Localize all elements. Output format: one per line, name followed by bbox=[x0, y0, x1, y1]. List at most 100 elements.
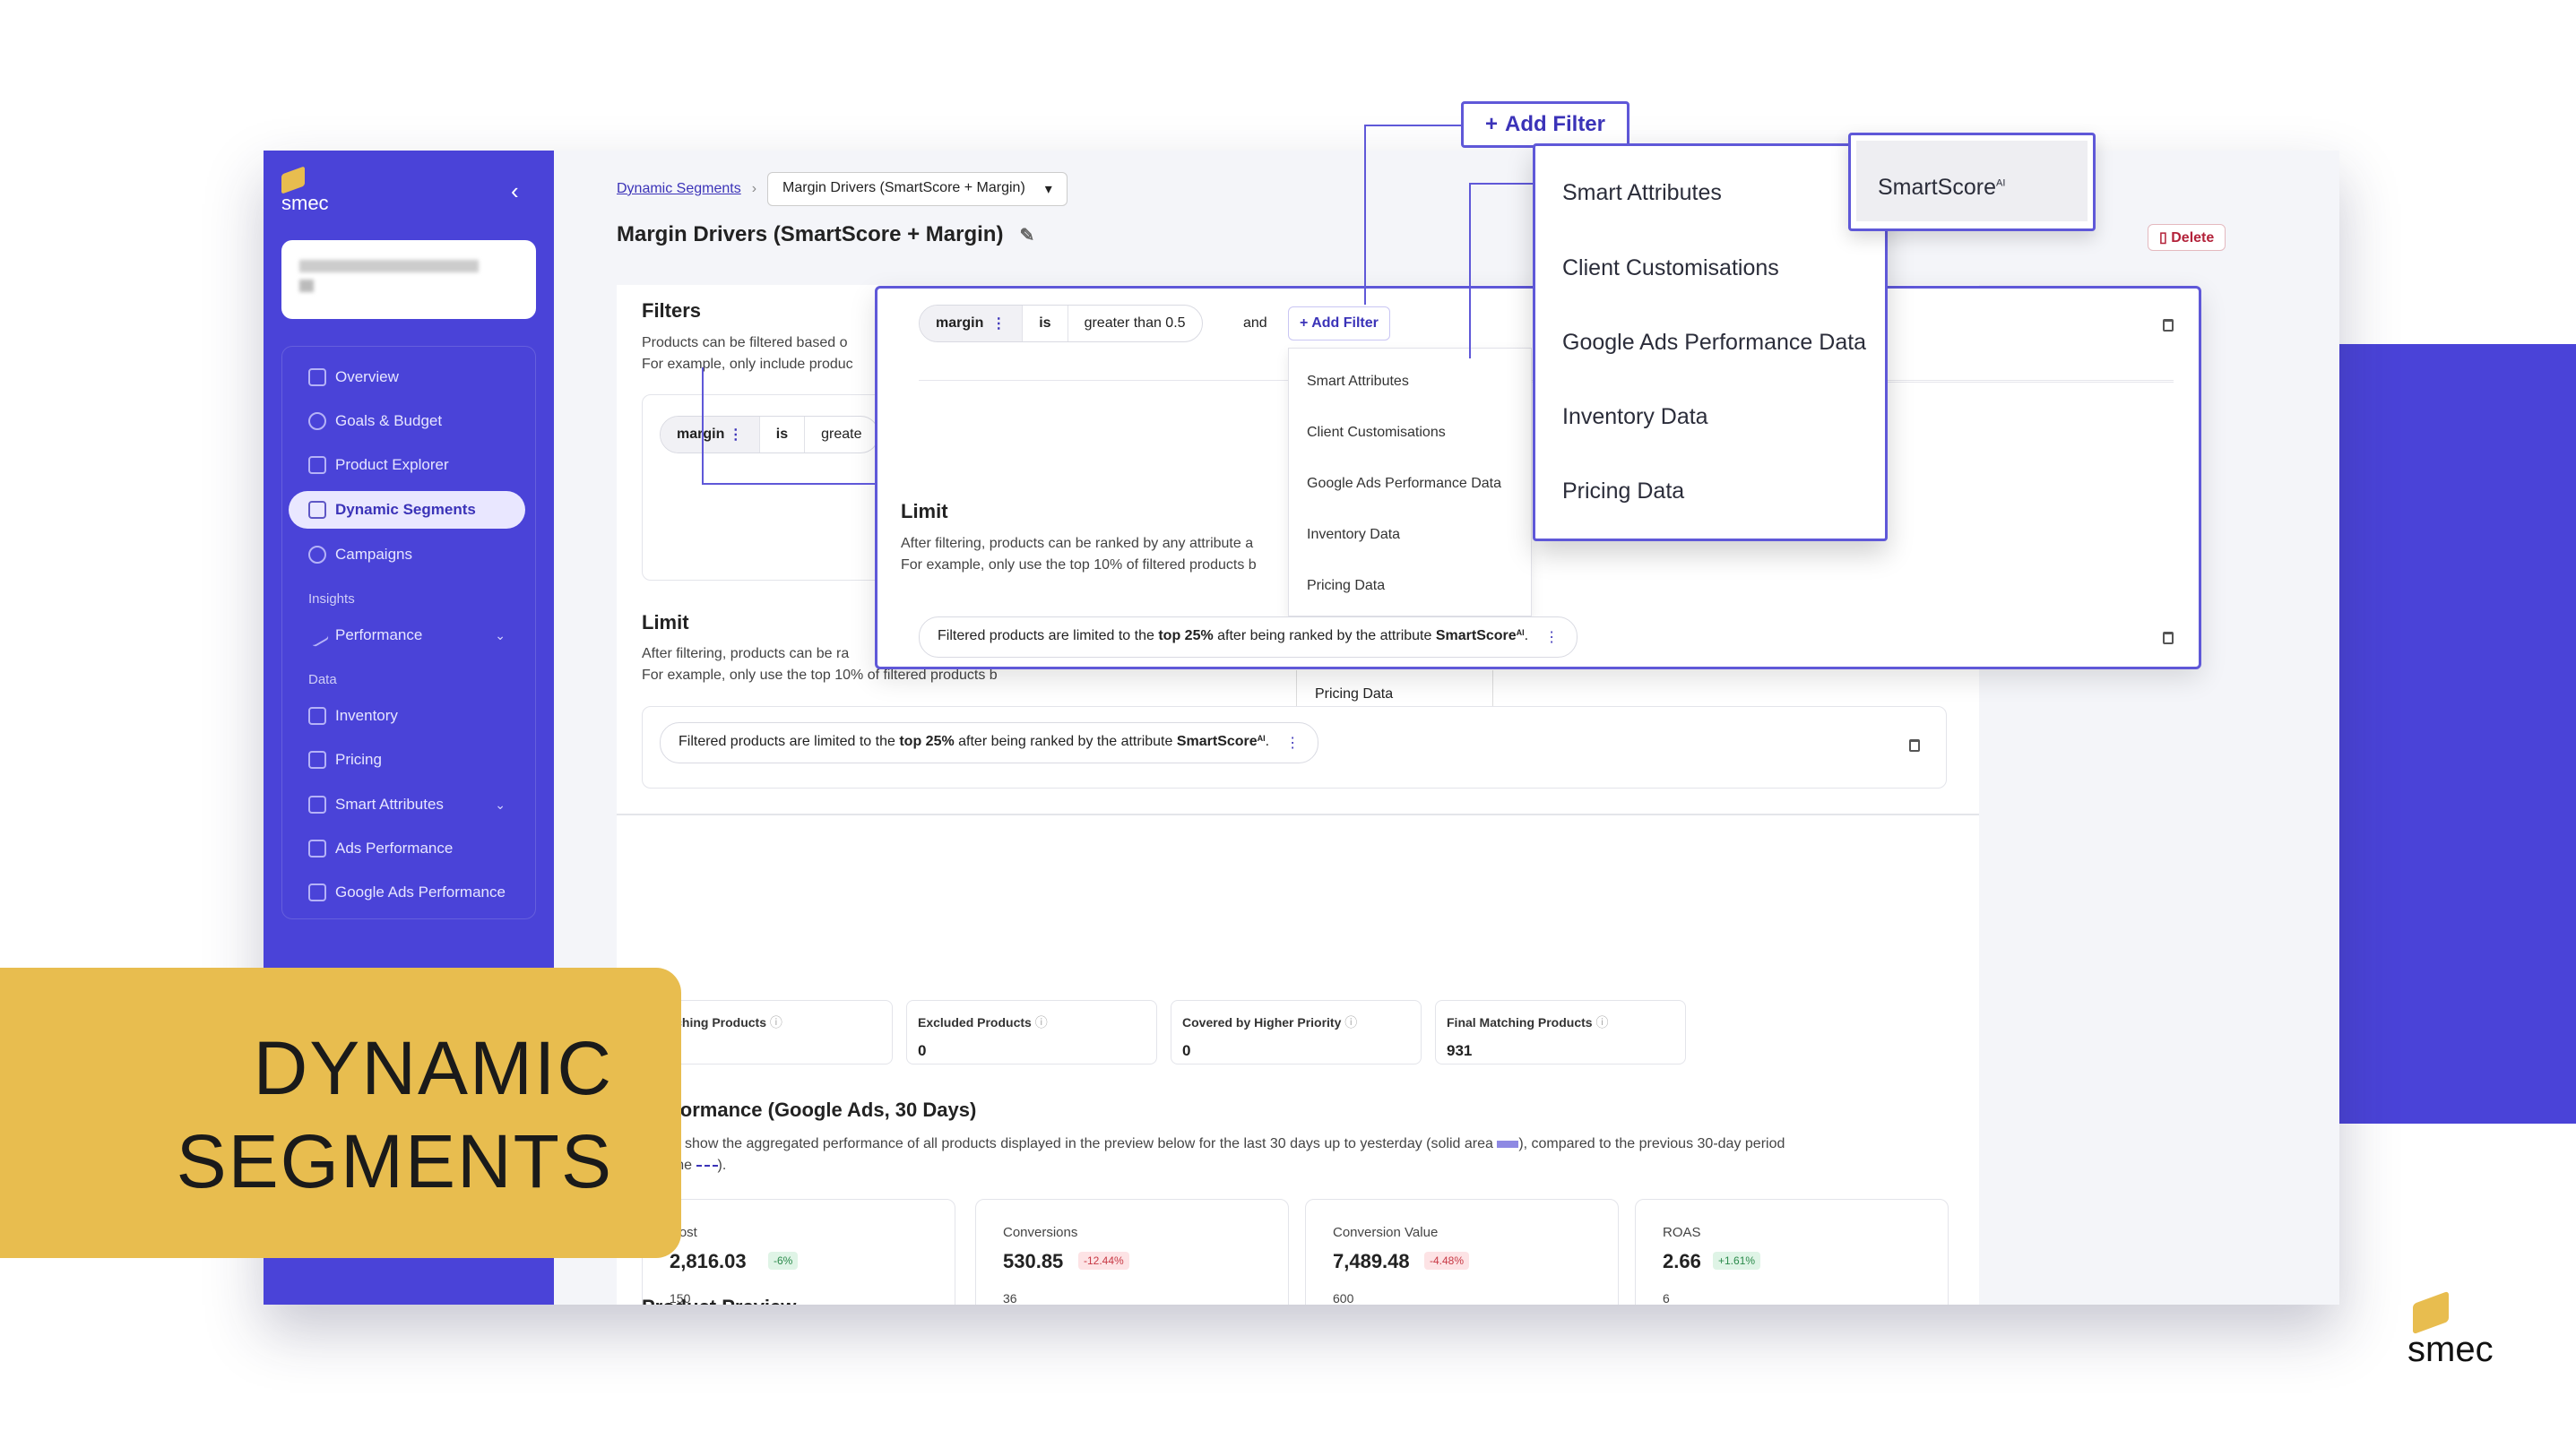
menu-item-google-ads-performance-data[interactable]: Google Ads Performance Data bbox=[1307, 476, 1502, 491]
callout-add-filter-button[interactable]: + Add Filter bbox=[1461, 101, 1629, 148]
list-icon bbox=[308, 456, 326, 474]
menu-item-client-customisations[interactable]: Client Customisations bbox=[1562, 255, 1779, 280]
stat-label: Covered by Higher Priority bbox=[1182, 1015, 1342, 1030]
filter-value[interactable]: greater than 0.5 bbox=[1084, 315, 1186, 331]
limit-description-1: After filtering, products can be ra bbox=[642, 646, 850, 661]
data-icon bbox=[308, 883, 326, 901]
sidebar-item-smart-attributes[interactable]: Smart Attributes ⌄ bbox=[289, 786, 525, 823]
chart-value: 2.66 bbox=[1663, 1250, 1701, 1272]
menu-item-google-ads-performance-data[interactable]: Google Ads Performance Data bbox=[1562, 330, 1867, 355]
plus-icon: + bbox=[1484, 112, 1498, 136]
chart-change-badge: -4.48% bbox=[1424, 1252, 1470, 1270]
divider bbox=[617, 814, 1979, 815]
stat-value: 0 bbox=[918, 1042, 927, 1059]
trash-icon[interactable] bbox=[1909, 739, 1920, 752]
connector-line bbox=[702, 367, 875, 485]
kebab-icon[interactable]: ⋮ bbox=[1544, 630, 1560, 645]
stat-excluded-products: Excluded Products ⓘ 0 bbox=[906, 1000, 1157, 1064]
corner-logo: smec bbox=[2407, 1290, 2494, 1370]
filter-attribute-label: margin bbox=[936, 315, 984, 331]
callout-smartscore-item[interactable]: SmartScoreAI bbox=[1848, 133, 2096, 231]
filter-chip[interactable]: margin ⋮ is greater than 0.5 bbox=[919, 305, 1203, 342]
filter-operator[interactable]: is bbox=[760, 417, 806, 452]
filter-attribute-label: margin bbox=[677, 427, 725, 442]
banner-line-2: SEGMENTS bbox=[176, 1119, 613, 1203]
perf-desc-part: ), compared to the previous 30-day perio… bbox=[1518, 1136, 1785, 1151]
menu-item-inventory-data[interactable]: Inventory Data bbox=[1307, 527, 1401, 542]
limit-attribute: SmartScore bbox=[1176, 734, 1258, 749]
sidebar-item-ads-performance[interactable]: Ads Performance bbox=[289, 830, 525, 867]
filter-value[interactable]: greate bbox=[821, 427, 862, 442]
segment-select[interactable]: Margin Drivers (SmartScore + Margin) ▾ bbox=[767, 172, 1068, 206]
sidebar-item-performance[interactable]: Performance ⌄ bbox=[289, 616, 525, 654]
info-icon[interactable]: ⓘ bbox=[1595, 1015, 1609, 1030]
trash-icon[interactable] bbox=[2163, 319, 2174, 332]
sidebar-item-dynamic-segments[interactable]: Dynamic Segments bbox=[289, 491, 525, 529]
data-icon bbox=[308, 751, 326, 769]
filter-dropdown: Smart Attributes Client Customisations G… bbox=[1288, 348, 1532, 616]
menu-item-pricing-data[interactable]: Pricing Data bbox=[1562, 478, 1685, 504]
edit-icon[interactable]: ✎ bbox=[1019, 225, 1035, 246]
home-icon bbox=[308, 368, 326, 386]
limit-heading: Limit bbox=[901, 500, 948, 522]
chart-title: Conversions bbox=[1003, 1225, 1078, 1240]
delete-button[interactable]: ▯ Delete bbox=[2148, 224, 2226, 251]
menu-item-inventory-data[interactable]: Inventory Data bbox=[1562, 404, 1708, 429]
data-icon bbox=[308, 840, 326, 858]
info-icon[interactable]: ⓘ bbox=[1034, 1015, 1048, 1030]
sidebar-item-product-explorer[interactable]: Product Explorer bbox=[289, 446, 525, 484]
sidebar-item-label: Overview bbox=[335, 368, 399, 385]
chart-value: 2,816.03 bbox=[670, 1250, 747, 1272]
info-icon[interactable]: ⓘ bbox=[1344, 1015, 1358, 1030]
limit-percent: top 25% bbox=[1158, 628, 1214, 643]
limit-rule[interactable]: Filtered products are limited to the top… bbox=[660, 722, 1319, 763]
kebab-icon[interactable]: ⋮ bbox=[728, 427, 743, 443]
filter-operator[interactable]: is bbox=[1023, 306, 1068, 341]
sidebar-item-overview[interactable]: Overview bbox=[289, 358, 525, 396]
sidebar-item-label: Smart Attributes bbox=[335, 796, 444, 813]
sidebar-item-campaigns[interactable]: Campaigns bbox=[289, 536, 525, 573]
plus-icon: + bbox=[1300, 315, 1312, 331]
limit-description-2: For example, only use the top 10% of fil… bbox=[901, 557, 1257, 573]
limit-text-end: . bbox=[1524, 628, 1529, 643]
sidebar-item-google-ads-performance[interactable]: Google Ads Performance bbox=[289, 874, 525, 911]
stat-final-matching-products: Final Matching Products ⓘ 931 bbox=[1435, 1000, 1686, 1064]
limit-text-pre: Filtered products are limited to the bbox=[938, 628, 1159, 643]
account-selector[interactable] bbox=[281, 240, 536, 319]
chart-card-roas: ROAS 2.66 +1.61% 6 4 2 0 bbox=[1635, 1199, 1949, 1305]
chart-card-conversion-value: Conversion Value 7,489.48 -4.48% 600 400… bbox=[1305, 1199, 1619, 1305]
limit-rule[interactable]: Filtered products are limited to the top… bbox=[919, 616, 1578, 658]
breadcrumb-root-link[interactable]: Dynamic Segments bbox=[617, 181, 741, 196]
kebab-icon[interactable]: ⋮ bbox=[1285, 736, 1301, 751]
filters-description-1: Products can be filtered based o bbox=[642, 335, 848, 350]
connector-line bbox=[1469, 183, 1534, 358]
filter-chip[interactable]: margin ⋮ is greate bbox=[660, 416, 879, 453]
collapse-sidebar-icon[interactable]: ‹ bbox=[511, 177, 519, 204]
info-icon[interactable]: ⓘ bbox=[769, 1015, 782, 1030]
limit-text-pre: Filtered products are limited to the bbox=[679, 734, 900, 749]
menu-item-pricing-data[interactable]: Pricing Data bbox=[1307, 578, 1386, 593]
filter-attribute[interactable]: margin ⋮ bbox=[920, 306, 1024, 341]
menu-item-smart-attributes[interactable]: Smart Attributes bbox=[1307, 374, 1409, 389]
sidebar-item-pricing[interactable]: Pricing bbox=[289, 741, 525, 779]
add-filter-button[interactable]: + Add Filter bbox=[1288, 306, 1390, 340]
sidebar-item-goals[interactable]: Goals & Budget bbox=[289, 402, 525, 440]
callout-filter-menu: Smart Attributes Client Customisations G… bbox=[1533, 143, 1888, 541]
logo-text: smec bbox=[281, 192, 329, 214]
and-label: and bbox=[1243, 315, 1267, 331]
breadcrumb-separator-icon: › bbox=[751, 181, 757, 196]
kebab-icon[interactable]: ⋮ bbox=[991, 316, 1007, 332]
menu-item-smart-attributes[interactable]: Smart Attributes bbox=[1562, 180, 1722, 205]
chart-title: Conversion Value bbox=[1333, 1225, 1439, 1240]
sidebar-item-inventory[interactable]: Inventory bbox=[289, 697, 525, 735]
limit-percent: top 25% bbox=[899, 734, 955, 749]
filter-attribute[interactable]: margin ⋮ bbox=[661, 417, 760, 452]
chart-change-badge: -6% bbox=[768, 1252, 799, 1270]
connector-line bbox=[1364, 125, 1463, 305]
decorative-band bbox=[2339, 344, 2576, 1124]
menu-item-client-customisations[interactable]: Client Customisations bbox=[1307, 425, 1446, 440]
trash-icon[interactable] bbox=[2163, 632, 2174, 644]
chart-value: 7,489.48 bbox=[1333, 1250, 1410, 1272]
section-data: Data bbox=[308, 672, 337, 687]
